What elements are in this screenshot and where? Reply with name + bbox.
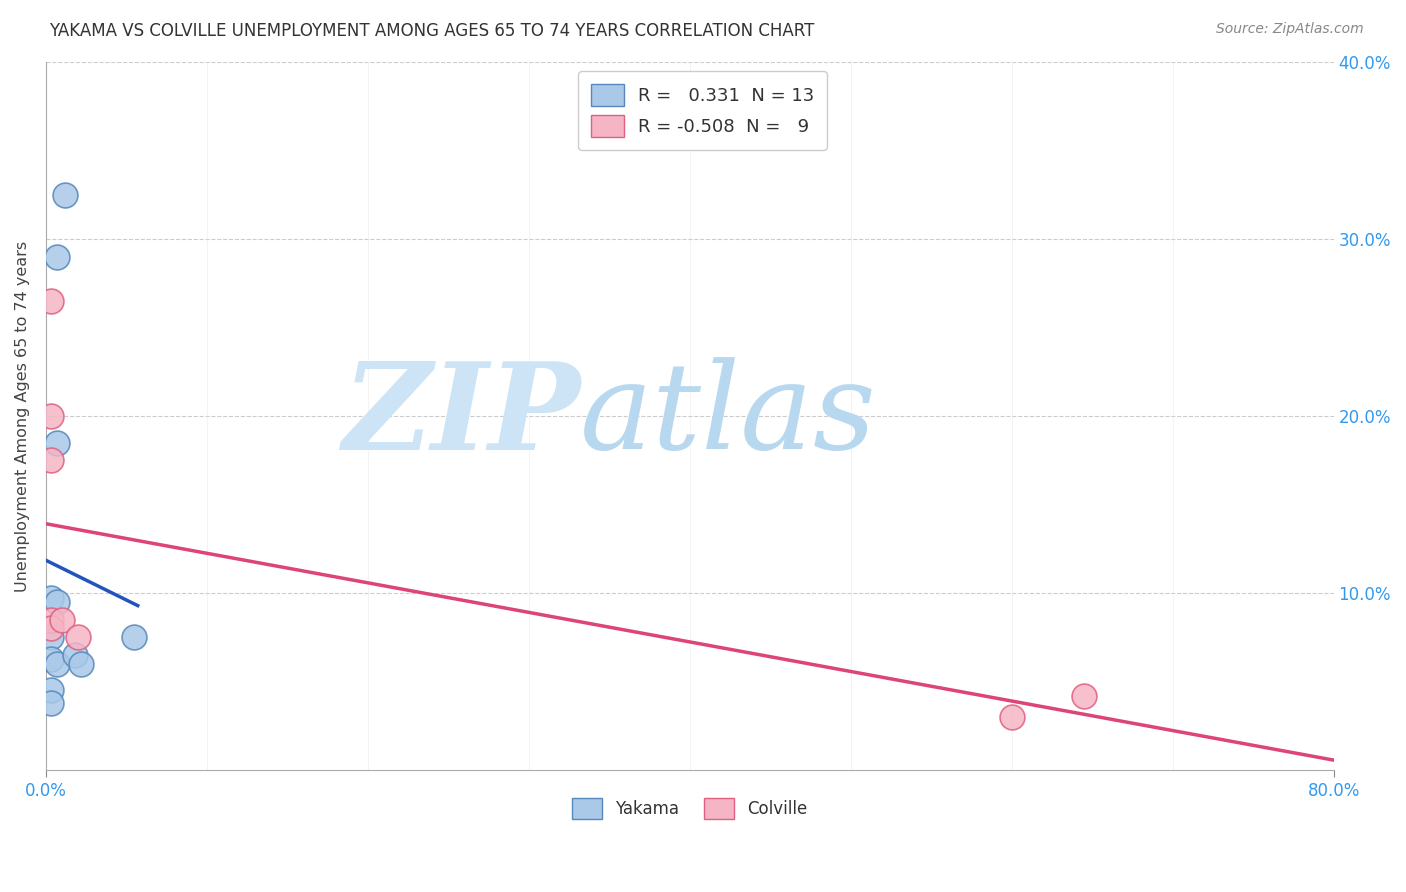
Point bbox=[39, 622, 62, 636]
Point bbox=[39, 293, 62, 308]
Point bbox=[46, 657, 69, 671]
Point bbox=[63, 648, 86, 662]
Y-axis label: Unemployment Among Ages 65 to 74 years: Unemployment Among Ages 65 to 74 years bbox=[15, 241, 30, 591]
Point bbox=[39, 409, 62, 423]
Text: atlas: atlas bbox=[581, 358, 877, 475]
Point bbox=[67, 630, 90, 644]
Point bbox=[70, 657, 93, 671]
Point bbox=[1001, 710, 1024, 724]
Point bbox=[39, 613, 62, 627]
Point bbox=[39, 591, 62, 606]
Point bbox=[51, 613, 73, 627]
Legend: Yakama, Colville: Yakama, Colville bbox=[565, 792, 814, 825]
Point bbox=[39, 453, 62, 467]
Text: YAKAMA VS COLVILLE UNEMPLOYMENT AMONG AGES 65 TO 74 YEARS CORRELATION CHART: YAKAMA VS COLVILLE UNEMPLOYMENT AMONG AG… bbox=[49, 22, 814, 40]
Point bbox=[39, 683, 62, 698]
Point bbox=[39, 630, 62, 644]
Point bbox=[124, 630, 146, 644]
Point bbox=[39, 651, 62, 665]
Point bbox=[46, 435, 69, 450]
Text: Source: ZipAtlas.com: Source: ZipAtlas.com bbox=[1216, 22, 1364, 37]
Point bbox=[46, 250, 69, 264]
Point bbox=[39, 696, 62, 710]
Point bbox=[53, 187, 76, 202]
Text: ZIP: ZIP bbox=[342, 357, 581, 475]
Point bbox=[1073, 689, 1095, 703]
Point bbox=[46, 595, 69, 609]
